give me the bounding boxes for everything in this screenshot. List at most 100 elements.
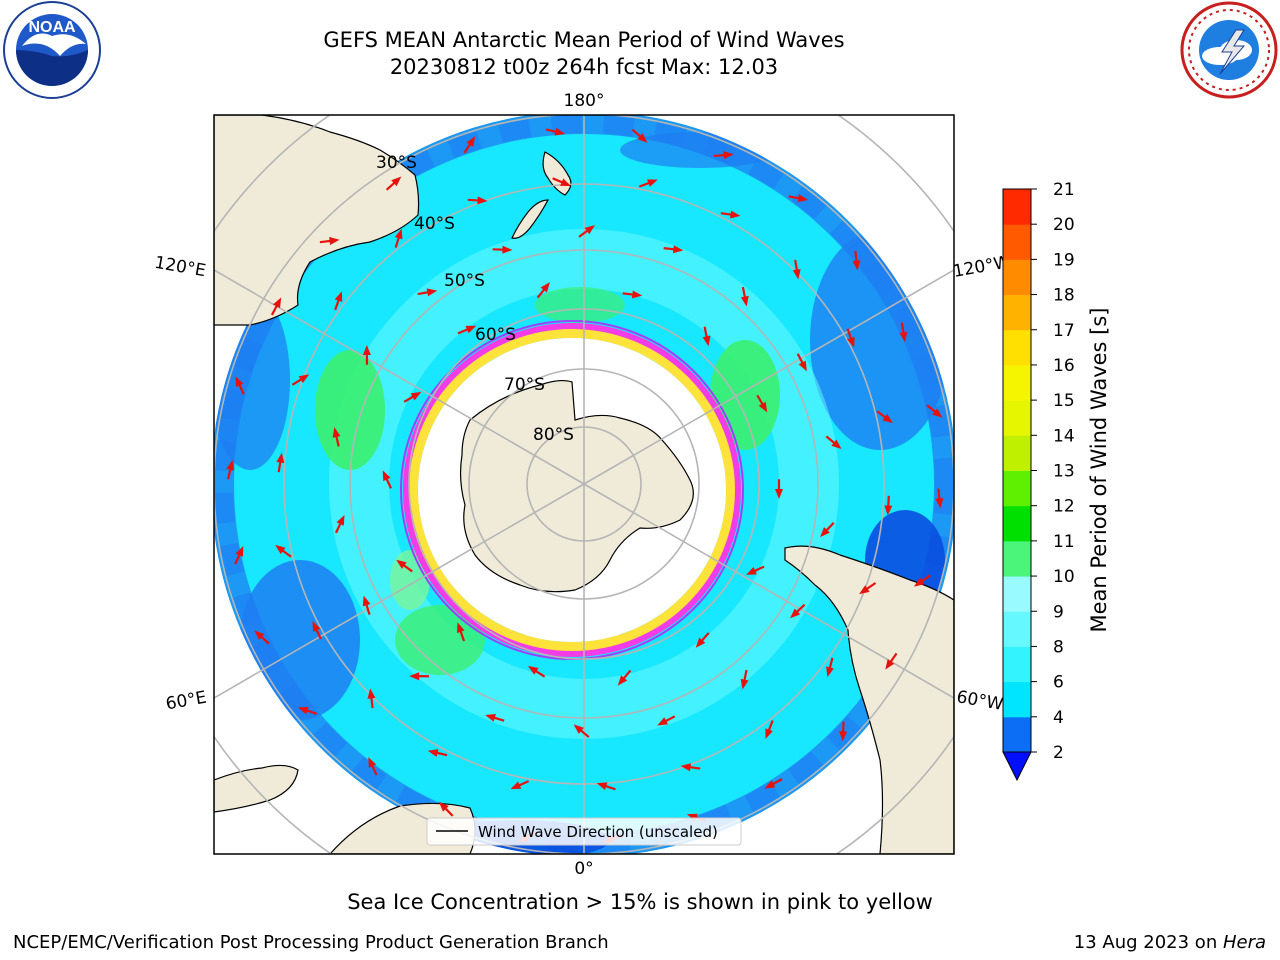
- footer-date-text: 13 Aug 2023 on: [1073, 932, 1223, 953]
- wave-direction-arrowhead: [899, 331, 908, 343]
- chart-subtitle: 20230812 t00z 264h fcst Max: 12.03: [389, 55, 779, 79]
- colorbar-tick-label: 9: [1053, 602, 1064, 622]
- wave-direction-arrowhead: [438, 801, 449, 812]
- colorbar-segment: [1003, 259, 1031, 296]
- legend-label: Wind Wave Direction (unscaled): [478, 823, 718, 841]
- wave-direction-arrowhead: [336, 515, 345, 526]
- colorbar-tick-label: 18: [1053, 286, 1075, 306]
- colorbar-label: Mean Period of Wind Waves [s]: [1087, 308, 1111, 633]
- colorbar-tick-label: 15: [1053, 391, 1075, 411]
- wave-direction-arrowhead: [839, 731, 848, 742]
- lat-label: 50°S: [444, 271, 485, 291]
- south-america: [784, 545, 954, 854]
- wave-direction-arrowhead: [775, 489, 783, 499]
- australia: [214, 115, 420, 326]
- colorbar-tick-label: 20: [1053, 215, 1075, 235]
- wave-direction-arrowhead: [631, 290, 643, 299]
- wave-direction-arrowhead: [332, 427, 341, 438]
- wave-direction-arrowhead: [672, 245, 684, 254]
- wave-direction-arrowhead: [427, 749, 439, 757]
- colorbar-tick-label: 2: [1053, 743, 1064, 763]
- wave-direction-arrowhead: [396, 559, 407, 569]
- new-zealand-south: [511, 199, 550, 239]
- wave-direction-arrowhead: [758, 401, 768, 413]
- wave-direction-arrowhead: [410, 391, 422, 401]
- wave-direction-arrowhead: [502, 245, 513, 254]
- colorbar-tick-label: 19: [1053, 250, 1075, 270]
- wave-direction-arrowhead: [466, 136, 476, 147]
- colorbar-tick-label: 10: [1053, 567, 1075, 587]
- noaa-logo: NOAA: [3, 1, 101, 99]
- graticule: [214, 115, 954, 854]
- wave-direction-arrowhead: [730, 210, 741, 219]
- wave-direction-arrowhead: [329, 237, 340, 245]
- footer-credit: NCEP/EMC/Verification Post Processing Pr…: [13, 932, 609, 953]
- antarctica: [459, 379, 694, 593]
- colorbar-segment: [1003, 329, 1031, 366]
- colorbar-segment: [1003, 294, 1031, 331]
- lat-label: 40°S: [414, 214, 455, 234]
- colorbar-segment: [1003, 716, 1031, 753]
- wave-direction-arrowhead: [394, 228, 403, 240]
- noaa-wordmark: NOAA: [28, 19, 76, 36]
- wave-direction-arrowhead: [798, 360, 807, 372]
- wave-direction-arrowhead: [573, 724, 584, 734]
- wave-direction-arrowhead: [554, 127, 566, 136]
- map-legend: Wind Wave Direction (unscaled): [426, 817, 742, 846]
- lat-label: 70°S: [504, 375, 545, 395]
- wave-direction-arrowhead: [740, 678, 749, 690]
- wave-direction-arrowhead: [740, 295, 749, 307]
- wave-direction-arrowhead: [297, 706, 309, 715]
- lon-label-120e: 120°E: [153, 253, 207, 282]
- colorbar-tick-label: 17: [1053, 321, 1075, 341]
- wave-direction-arrowhead: [859, 585, 870, 595]
- wave-direction-arrowhead: [792, 269, 801, 280]
- wave-direction-arrowhead: [312, 621, 321, 632]
- colorbar-tick-label: 13: [1053, 462, 1075, 482]
- wave-direction-arrowhead: [680, 763, 692, 772]
- footer-date: 13 Aug 2023 on Hera: [1074, 932, 1266, 953]
- wave-direction-arrowhead: [702, 335, 711, 347]
- colorbar-segment: [1003, 435, 1031, 471]
- wave-direction-arrowhead: [362, 344, 371, 356]
- wave-direction-arrowhead: [272, 297, 282, 309]
- wave-direction-arrowhead: [334, 291, 343, 303]
- wave-direction-arrowhead: [584, 225, 595, 235]
- wave-direction-arrowhead: [362, 595, 371, 607]
- wave-direction-arrowhead: [477, 196, 488, 205]
- wave-direction-arrowhead: [527, 666, 539, 675]
- wave-direction-arrowhead: [382, 470, 391, 482]
- colorbar-segment: [1003, 189, 1031, 225]
- wave-direction-arrowhead: [932, 408, 943, 418]
- wave-direction-arrowhead: [540, 282, 550, 293]
- lat-label: 80°S: [533, 425, 574, 445]
- wave-direction-arrowhead: [885, 659, 895, 670]
- wave-direction-arrowhead: [797, 194, 809, 203]
- wave-direction-arrowhead: [409, 672, 420, 681]
- wave-direction-arrowhead: [391, 176, 402, 187]
- wave-direction-arrowhead: [226, 459, 235, 471]
- wave-direction-arrowhead: [276, 452, 285, 464]
- wave-direction-arrowhead: [275, 544, 286, 555]
- wave-direction-arrowhead: [368, 757, 377, 768]
- colorbar-under-arrow: [1002, 751, 1032, 782]
- chart-title: GEFS MEAN Antarctic Mean Period of Wind …: [323, 28, 845, 52]
- wave-direction-arrowhead: [456, 622, 465, 634]
- wave-direction-arrowhead: [723, 151, 734, 160]
- wave-direction-arrowhead: [695, 637, 706, 648]
- wave-direction-arrowhead: [426, 288, 438, 297]
- colorbar-tick-label: 21: [1053, 180, 1075, 200]
- wave-direction-arrowhead: [831, 439, 842, 450]
- colorbar-segment: [1003, 540, 1031, 577]
- wave-direction-arrowhead: [617, 675, 628, 686]
- colorbar: 2 4 6 8 9 10 11 12 13 14 15 16 17 18 19 20 21 Mean Perio…: [1002, 180, 1111, 782]
- wave-direction-arrowhead: [826, 666, 834, 678]
- colorbar-segment: [1003, 646, 1031, 683]
- latitude-labels: 30°S 40°S 50°S 60°S 70°S 80°S: [376, 153, 574, 445]
- colorbar-tick-label: 11: [1053, 532, 1075, 552]
- nws-logo: [1180, 1, 1278, 99]
- colorbar-tick-label: 14: [1053, 426, 1075, 446]
- lon-label-0: 0°: [574, 859, 593, 879]
- colorbar-tick-label: 8: [1053, 637, 1064, 657]
